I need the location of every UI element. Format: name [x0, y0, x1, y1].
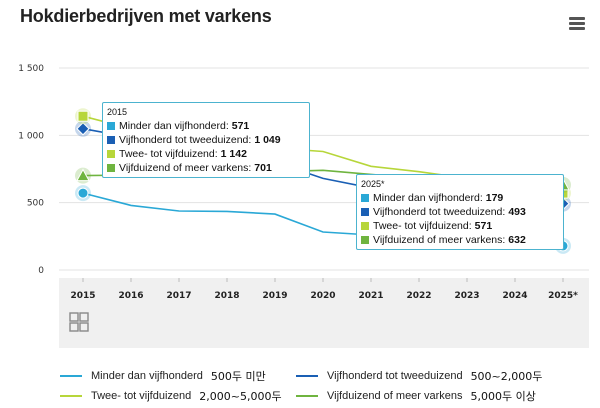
tooltip-value: 571 [231, 120, 250, 132]
x-axis-band [59, 278, 589, 348]
x-tick-label: 2017 [166, 291, 191, 301]
tooltip-year: 2015 [107, 107, 128, 117]
legend-swatch [60, 395, 82, 397]
data-point [77, 110, 89, 122]
data-point [76, 168, 90, 182]
y-tick-label: 1 500 [18, 64, 44, 74]
x-tick-label: 2024 [502, 291, 527, 301]
tooltip-swatch [361, 222, 369, 230]
tooltip-value: 1 142 [220, 148, 247, 160]
legend-item[interactable]: Minder dan vijfhonderd 500두 미만 [60, 368, 266, 384]
tooltip-swatch [107, 150, 115, 158]
x-tick-label: 2023 [454, 291, 479, 301]
x-tick-label: 2016 [118, 291, 143, 301]
tooltip-swatch [361, 236, 369, 244]
tooltip-label: Twee- tot vijfduizend: [373, 220, 472, 232]
cbs-logo-icon [69, 312, 89, 332]
data-point [76, 122, 90, 136]
tooltip-label: Vijfduizend of meer varkens: [373, 234, 506, 246]
legend-extra: 500~2,000두 [470, 370, 543, 383]
legend-item[interactable]: Vijfduizend of meer varkens 5,000두 이상 [296, 388, 536, 404]
tooltip-swatch [361, 194, 369, 202]
tooltip-swatch [107, 136, 115, 144]
tooltip-value: 493 [508, 206, 526, 218]
x-tick-label: 2021 [358, 291, 383, 301]
tooltip-value: 701 [254, 162, 272, 174]
legend-label: Minder dan vijfhonderd [91, 370, 203, 382]
tooltip-label: Vijfduizend of meer varkens: [119, 162, 252, 174]
legend-label: Twee- tot vijfduizend [91, 390, 192, 402]
tooltip-label: Vijfhonderd tot tweeduizend: [373, 206, 506, 218]
tooltip-row: Vijfduizend of meer varkens: 632 [361, 233, 557, 247]
tooltip-label: Minder dan vijfhonderd: [119, 120, 229, 132]
x-tick-label: 2018 [214, 291, 239, 301]
tooltip-value: 632 [508, 234, 526, 246]
legend-item[interactable]: Twee- tot vijfduizend 2,000~5,000두 [60, 388, 282, 404]
legend-extra: 5,000두 이상 [470, 390, 536, 403]
legend-swatch [60, 375, 82, 377]
x-tick-label: 2022 [406, 291, 431, 301]
tooltip-row: Minder dan vijfhonderd: 179 [361, 191, 557, 205]
tooltip-year: 2025* [361, 179, 385, 189]
legend-item[interactable]: Vijfhonderd tot tweeduizend 500~2,000두 [296, 368, 542, 384]
data-point [77, 187, 89, 199]
y-tick-label: 1 000 [18, 131, 44, 141]
tooltip-swatch [107, 122, 115, 130]
hamburger-menu-icon[interactable] [569, 17, 585, 31]
tooltip-row: Twee- tot vijfduizend: 571 [361, 219, 557, 233]
legend-extra: 2,000~5,000두 [199, 390, 282, 403]
tooltip-2015: 2015 Minder dan vijfhonderd: 571 Vijfhonde… [102, 102, 310, 178]
tooltip-value: 571 [474, 220, 493, 232]
tooltip-row: Vijfhonderd tot tweeduizend: 1 049 [107, 133, 303, 147]
tooltip-row: Vijfhonderd tot tweeduizend: 493 [361, 205, 557, 219]
tooltip-2025: 2025* Minder dan vijfhonderd: 179 Vijfhond… [356, 174, 564, 250]
legend-label: Vijfduizend of meer varkens [327, 390, 463, 402]
tooltip-row: Minder dan vijfhonderd: 571 [107, 119, 303, 133]
y-tick-label: 0 [38, 266, 44, 276]
y-tick-label: 500 [27, 199, 44, 209]
legend-label: Vijfhonderd tot tweeduizend [327, 370, 463, 382]
chart-title: Hokdierbedrijven met varkens [20, 6, 272, 26]
tooltip-label: Twee- tot vijfduizend: [119, 148, 218, 160]
x-tick-label: 2020 [310, 291, 335, 301]
legend-extra: 500두 미만 [210, 370, 266, 383]
tooltip-value: 1 049 [254, 134, 281, 146]
tooltip-swatch [107, 164, 115, 172]
legend: Minder dan vijfhonderd 500두 미만 Vijfhonde… [0, 360, 600, 408]
tooltip-row: Vijfduizend of meer varkens: 701 [107, 161, 303, 175]
tooltip-value: 179 [485, 192, 504, 204]
tooltip-label: Minder dan vijfhonderd: [373, 192, 483, 204]
legend-swatch [296, 375, 318, 377]
legend-swatch [296, 395, 318, 397]
y-axis-ticks: 0 500 1 000 1 500 [18, 64, 44, 276]
x-tick-label: 2015 [70, 291, 95, 301]
tooltip-label: Vijfhonderd tot tweeduizend: [119, 134, 252, 146]
tooltip-row: Twee- tot vijfduizend: 1 142 [107, 147, 303, 161]
x-tick-label: 2025* [548, 291, 578, 301]
x-tick-label: 2019 [262, 291, 287, 301]
tooltip-swatch [361, 208, 369, 216]
x-axis-ticks: 2015 2016 2017 2018 2019 2020 2021 2022 2023 2024… [70, 278, 578, 301]
